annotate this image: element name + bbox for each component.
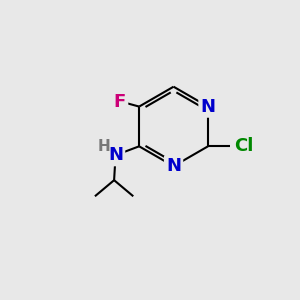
Text: Cl: Cl: [235, 137, 254, 155]
Text: N: N: [166, 157, 181, 175]
Text: N: N: [200, 98, 215, 116]
Text: H: H: [98, 140, 111, 154]
Text: F: F: [114, 93, 126, 111]
Text: N: N: [108, 146, 123, 164]
